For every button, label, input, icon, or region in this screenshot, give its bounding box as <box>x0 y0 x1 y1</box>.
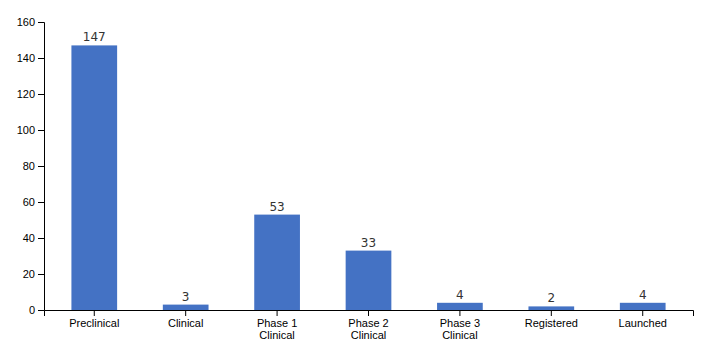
x-axis-line <box>45 311 694 317</box>
y-tick-label: 80 <box>23 160 35 172</box>
x-tick-label: Clinical <box>168 317 203 329</box>
x-tick-label-line: Clinical <box>168 317 203 329</box>
y-tick-label: 20 <box>23 268 35 280</box>
chart-container: 0 20 40 60 80 100 120 140 160 Preclinical Clinical… <box>0 0 709 358</box>
y-tick: 100 <box>17 124 44 136</box>
x-tick-label-line: Clinical <box>259 329 294 341</box>
x-tick-label: Phase 2Clinical <box>348 317 388 342</box>
bar <box>528 306 574 310</box>
bar <box>163 305 209 310</box>
y-tick-mark <box>38 130 44 131</box>
x-tick: Launched <box>619 310 667 329</box>
x-tick-label: Phase 1Clinical <box>257 317 297 342</box>
y-tick-mark <box>38 274 44 275</box>
x-tick: Phase 2Clinical <box>348 310 388 341</box>
x-tick-label: Phase 3Clinical <box>440 317 480 342</box>
data-labels: 147 3 53 33 4 2 4 <box>83 30 647 305</box>
x-tick: Phase 1Clinical <box>257 310 297 341</box>
x-tick: Registered <box>525 310 578 329</box>
y-tick: 20 <box>23 268 44 280</box>
y-tick-mark <box>38 94 44 95</box>
x-tick: Clinical <box>168 310 203 329</box>
x-tick-mark <box>368 310 369 316</box>
x-tick-label-line: Phase 2 <box>348 317 388 329</box>
bars <box>71 45 665 310</box>
x-tick-label: Launched <box>619 317 667 329</box>
x-tick-label-line: Phase 1 <box>257 317 297 329</box>
x-tick: Phase 3Clinical <box>440 310 480 341</box>
y-tick-label: 120 <box>17 88 35 100</box>
x-tick-mark <box>642 310 643 316</box>
y-tick-mark <box>38 58 44 59</box>
y-tick: 0 <box>29 304 44 316</box>
y-tick-mark <box>38 22 44 23</box>
y-tick: 40 <box>23 232 44 244</box>
data-label: 2 <box>547 291 555 305</box>
data-label: 147 <box>83 30 106 44</box>
plot-area: 0 20 40 60 80 100 120 140 160 Preclinical Clinical… <box>17 16 694 341</box>
x-tick-mark <box>551 310 552 316</box>
bar <box>254 215 300 310</box>
y-tick: 160 <box>17 16 44 28</box>
x-tick: Preclinical <box>69 310 119 329</box>
y-tick-mark <box>38 202 44 203</box>
x-tick-label-line: Launched <box>619 317 667 329</box>
x-tick-mark <box>185 310 186 316</box>
chart-svg: 0 20 40 60 80 100 120 140 160 Preclinical Clinical… <box>0 0 709 358</box>
bar <box>71 45 117 310</box>
y-tick: 120 <box>17 88 44 100</box>
data-label: 33 <box>361 236 376 250</box>
x-tick-mark <box>277 310 278 316</box>
y-tick: 140 <box>17 52 44 64</box>
y-tick-mark <box>38 166 44 167</box>
x-tick-label-line: Preclinical <box>69 317 119 329</box>
x-tick-label: Preclinical <box>69 317 119 329</box>
data-label: 4 <box>456 288 464 302</box>
y-tick-label: 60 <box>23 196 35 208</box>
y-tick-label: 40 <box>23 232 35 244</box>
y-tick-mark <box>38 238 44 239</box>
x-tick-mark <box>459 310 460 316</box>
y-tick: 80 <box>23 160 44 172</box>
data-label: 4 <box>639 288 647 302</box>
y-tick-mark <box>38 310 44 311</box>
x-tick-label-line: Registered <box>525 317 578 329</box>
y-tick-label: 140 <box>17 52 35 64</box>
data-label: 53 <box>269 200 284 214</box>
y-tick-label: 100 <box>17 124 35 136</box>
x-tick-label-line: Clinical <box>351 329 386 341</box>
bar <box>437 303 483 310</box>
bar <box>346 251 392 310</box>
x-axis: PreclinicalClinicalPhase 1ClinicalPhase … <box>45 310 694 341</box>
y-tick: 60 <box>23 196 44 208</box>
y-axis: 0 20 40 60 80 100 120 140 160 <box>17 16 45 316</box>
bar <box>620 303 666 310</box>
y-axis-line <box>38 23 45 311</box>
y-tick-label: 160 <box>17 16 35 28</box>
x-tick-label-line: Clinical <box>442 329 477 341</box>
x-tick-label-line: Phase 3 <box>440 317 480 329</box>
x-tick-label: Registered <box>525 317 578 329</box>
data-label: 3 <box>182 290 190 304</box>
y-tick-label: 0 <box>29 304 35 316</box>
x-tick-mark <box>94 310 95 316</box>
